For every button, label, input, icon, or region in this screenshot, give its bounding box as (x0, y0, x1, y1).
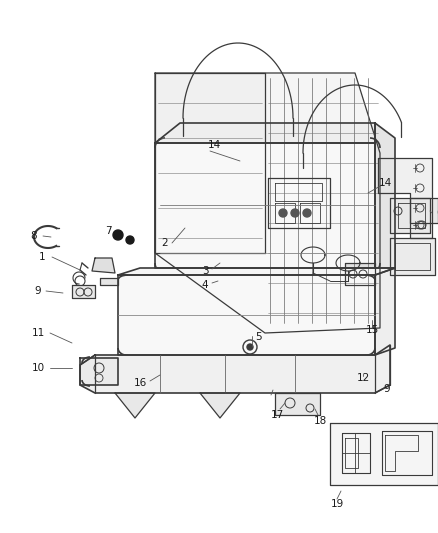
Polygon shape (390, 238, 435, 275)
Text: 16: 16 (134, 378, 147, 388)
Text: 10: 10 (32, 363, 45, 373)
Text: 18: 18 (313, 416, 327, 426)
Circle shape (126, 236, 134, 244)
Circle shape (291, 209, 299, 217)
Text: 12: 12 (357, 374, 370, 383)
Text: 6: 6 (437, 208, 438, 218)
Polygon shape (80, 358, 118, 385)
Polygon shape (390, 198, 430, 233)
Text: 3: 3 (201, 266, 208, 276)
Polygon shape (378, 158, 432, 238)
Polygon shape (118, 268, 395, 275)
Circle shape (247, 344, 253, 350)
Text: 7: 7 (105, 226, 111, 236)
Text: 14: 14 (207, 140, 221, 150)
Polygon shape (410, 198, 438, 223)
Polygon shape (155, 73, 380, 333)
Polygon shape (200, 393, 240, 418)
Polygon shape (345, 263, 375, 285)
Text: 19: 19 (331, 499, 344, 508)
Text: 2: 2 (162, 238, 168, 248)
Text: 14: 14 (378, 178, 392, 188)
Polygon shape (92, 258, 115, 273)
Text: 15: 15 (366, 326, 379, 335)
Polygon shape (100, 278, 118, 285)
Text: 9: 9 (383, 384, 389, 394)
Polygon shape (72, 285, 95, 298)
Polygon shape (375, 123, 395, 268)
Polygon shape (118, 275, 375, 355)
Text: 11: 11 (32, 328, 45, 338)
Polygon shape (330, 423, 438, 485)
Text: 8: 8 (31, 231, 37, 241)
Polygon shape (80, 345, 390, 393)
Polygon shape (268, 178, 330, 228)
Circle shape (113, 230, 123, 240)
Polygon shape (155, 73, 265, 253)
Polygon shape (155, 123, 375, 143)
Polygon shape (115, 393, 155, 418)
Text: 17: 17 (270, 410, 284, 420)
Text: 1: 1 (39, 252, 45, 262)
Text: 9: 9 (35, 286, 41, 296)
Circle shape (279, 209, 287, 217)
Text: 4: 4 (201, 280, 208, 290)
Polygon shape (275, 393, 320, 415)
Polygon shape (155, 143, 375, 268)
Text: 5: 5 (254, 332, 261, 342)
Circle shape (303, 209, 311, 217)
Polygon shape (375, 268, 395, 355)
